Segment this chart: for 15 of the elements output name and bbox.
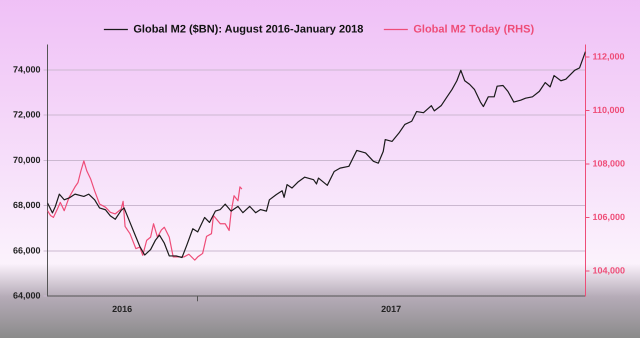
y-tick-label: 70,000 <box>12 154 41 165</box>
y-tick-label: 64,000 <box>12 290 41 301</box>
y-tick-label: 66,000 <box>12 245 41 256</box>
y2-tick-label: 104,000 <box>592 265 626 276</box>
x-tick-label: 2016 <box>112 304 132 314</box>
y2-tick-label: 110,000 <box>592 104 625 115</box>
y-tick-label: 74,000 <box>12 64 41 74</box>
y2-tick-label: 108,000 <box>592 158 626 168</box>
y-tick-label: 72,000 <box>12 110 41 120</box>
y2-tick-label: 106,000 <box>592 212 626 222</box>
legend-label: Global M2 Today (RHS) <box>413 24 534 36</box>
x-tick-label: 2017 <box>381 304 402 314</box>
y-tick-label: 68,000 <box>12 200 41 210</box>
legend-label: Global M2 ($BN): August 2016-January 2018 <box>133 24 364 36</box>
y2-tick-label: 112,000 <box>592 52 625 62</box>
